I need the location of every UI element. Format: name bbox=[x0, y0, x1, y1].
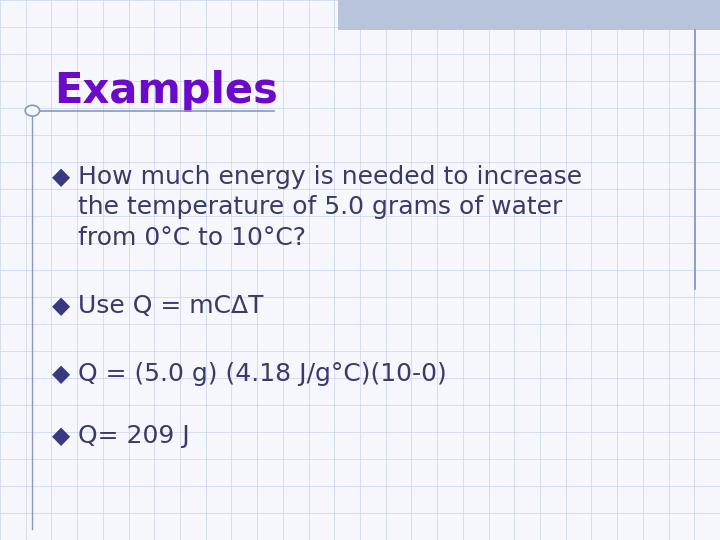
Text: Q = (5.0 g) (4.18 J/g°C)(10-0): Q = (5.0 g) (4.18 J/g°C)(10-0) bbox=[78, 362, 446, 386]
Text: ◆: ◆ bbox=[52, 424, 70, 448]
Circle shape bbox=[25, 105, 40, 116]
Text: Examples: Examples bbox=[54, 70, 278, 112]
Text: Use Q = mCΔT: Use Q = mCΔT bbox=[78, 294, 264, 318]
Bar bbox=[338, 0, 720, 30]
Text: ◆: ◆ bbox=[52, 165, 70, 188]
Text: ◆: ◆ bbox=[52, 362, 70, 386]
Text: How much energy is needed to increase
the temperature of 5.0 grams of water
from: How much energy is needed to increase th… bbox=[78, 165, 582, 250]
Text: ◆: ◆ bbox=[52, 294, 70, 318]
Text: Q= 209 J: Q= 209 J bbox=[78, 424, 189, 448]
